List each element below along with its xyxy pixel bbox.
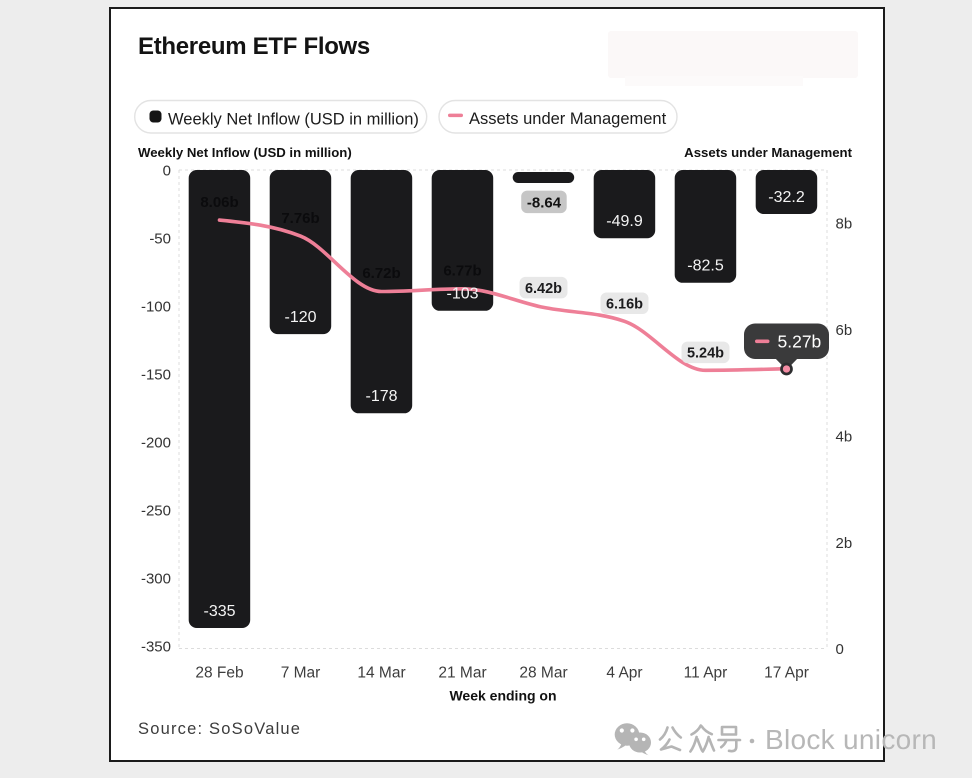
svg-text:8.06b: 8.06b (200, 194, 238, 211)
svg-text:Assets under Management: Assets under Management (469, 110, 667, 128)
svg-text:-150: -150 (141, 367, 171, 384)
svg-text:28 Mar: 28 Mar (519, 665, 567, 682)
svg-text:28 Feb: 28 Feb (195, 665, 243, 682)
svg-text:-82.5: -82.5 (687, 258, 724, 275)
svg-text:0: 0 (836, 641, 844, 658)
svg-text:Source: SoSoValue: Source: SoSoValue (138, 720, 301, 738)
svg-text:-178: -178 (365, 388, 397, 405)
svg-text:-120: -120 (284, 309, 316, 326)
svg-text:7 Mar: 7 Mar (281, 665, 321, 682)
svg-text:-103: -103 (446, 286, 478, 303)
svg-text:Week ending on: Week ending on (449, 688, 556, 704)
svg-text:-100: -100 (141, 299, 171, 316)
svg-text:2b: 2b (836, 535, 853, 552)
svg-text:7.76b: 7.76b (281, 210, 319, 227)
svg-text:11 Apr: 11 Apr (684, 665, 728, 682)
svg-text:6.16b: 6.16b (606, 297, 643, 313)
svg-text:-200: -200 (141, 435, 171, 452)
svg-text:Weekly Net Inflow (USD in mill: Weekly Net Inflow (USD in million) (138, 145, 352, 160)
svg-text:-50: -50 (149, 231, 171, 248)
svg-text:-300: -300 (141, 571, 171, 588)
svg-text:8b: 8b (836, 215, 853, 232)
svg-text:14 Mar: 14 Mar (357, 665, 405, 682)
svg-text:5.24b: 5.24b (687, 346, 724, 362)
svg-text:17 Apr: 17 Apr (764, 665, 809, 682)
svg-text:0: 0 (163, 163, 171, 180)
svg-text:5.27b: 5.27b (778, 332, 822, 352)
svg-text:Weekly Net Inflow (USD in mill: Weekly Net Inflow (USD in million) (168, 111, 419, 129)
svg-text:-32.2: -32.2 (768, 189, 805, 206)
svg-text:Assets under Management: Assets under Management (684, 145, 852, 160)
svg-text:6.42b: 6.42b (525, 281, 562, 297)
svg-text:-49.9: -49.9 (606, 213, 643, 230)
svg-text:6.77b: 6.77b (443, 263, 481, 280)
svg-text:-8.64: -8.64 (527, 195, 562, 212)
svg-text:6b: 6b (836, 322, 853, 339)
svg-text:Ethereum ETF Flows: Ethereum ETF Flows (138, 33, 370, 60)
svg-text:21 Mar: 21 Mar (438, 665, 486, 682)
svg-text:4b: 4b (836, 429, 853, 446)
svg-text:-350: -350 (141, 639, 171, 656)
svg-text:6.72b: 6.72b (362, 265, 400, 282)
svg-text:4 Apr: 4 Apr (606, 665, 642, 682)
svg-text:Block unicorn: Block unicorn (765, 724, 937, 755)
svg-text:-335: -335 (203, 603, 235, 620)
svg-text:-250: -250 (141, 503, 171, 520)
